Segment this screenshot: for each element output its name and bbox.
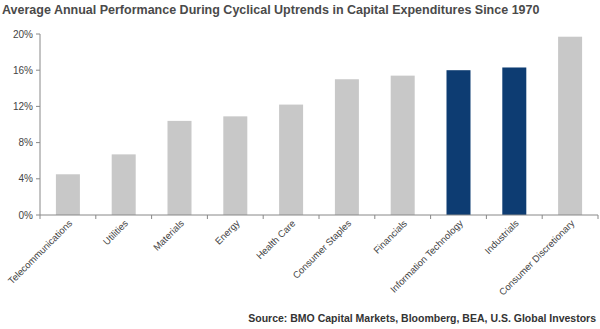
bar [168,121,192,215]
x-tick-label: Financials [371,217,409,255]
bar [391,76,415,215]
y-tick-label: 20% [13,29,33,40]
bar [279,105,303,215]
title: Average Annual Performance During Cyclic… [2,3,539,17]
x-tick-label: Consumer Staples [290,217,353,280]
x-tick-label: Telecommunications [6,217,75,286]
bar [335,79,359,215]
chart-container: Average Annual Performance During Cyclic… [0,0,600,329]
y-tick [36,106,40,107]
x-tick [486,215,487,219]
x-tick [374,215,375,219]
y-tick [36,178,40,179]
bar [223,116,247,215]
y-tick [36,215,40,216]
x-tick-label: Utilities [101,217,131,247]
bar [112,154,136,215]
x-tick [207,215,208,219]
y-tick-label: 16% [13,65,33,76]
x-tick [151,215,152,219]
y-tick [36,142,40,143]
x-tick [598,215,599,219]
y-tick-label: 8% [19,137,34,148]
bar [558,37,582,215]
y-axis [40,34,41,215]
x-tick [95,215,96,219]
x-tick [319,215,320,219]
source: Source: BMO Capital Markets, Bloomberg, … [248,312,596,324]
bar [447,70,471,215]
y-tick-label: 0% [19,210,34,221]
x-tick [40,215,41,219]
y-tick-label: 12% [13,101,33,112]
x-tick-label: Industrials [482,217,521,256]
y-tick [36,34,40,35]
y-tick [36,70,40,71]
bars [56,37,582,215]
x-tick-label: Energy [213,217,242,246]
x-tick-label: Health Care [254,218,298,262]
bar [56,174,80,215]
x-tick [263,215,264,219]
x-tick [542,215,543,219]
x-tick-label: Information Technology [388,217,465,294]
bar [502,67,526,215]
x-tick-label: Materials [151,217,186,252]
y-tick-label: 4% [19,173,34,184]
chart-svg: Average Annual Performance During Cyclic… [0,0,600,329]
x-tick [430,215,431,219]
x-tick-label: Consumer Discretionary [497,217,577,297]
